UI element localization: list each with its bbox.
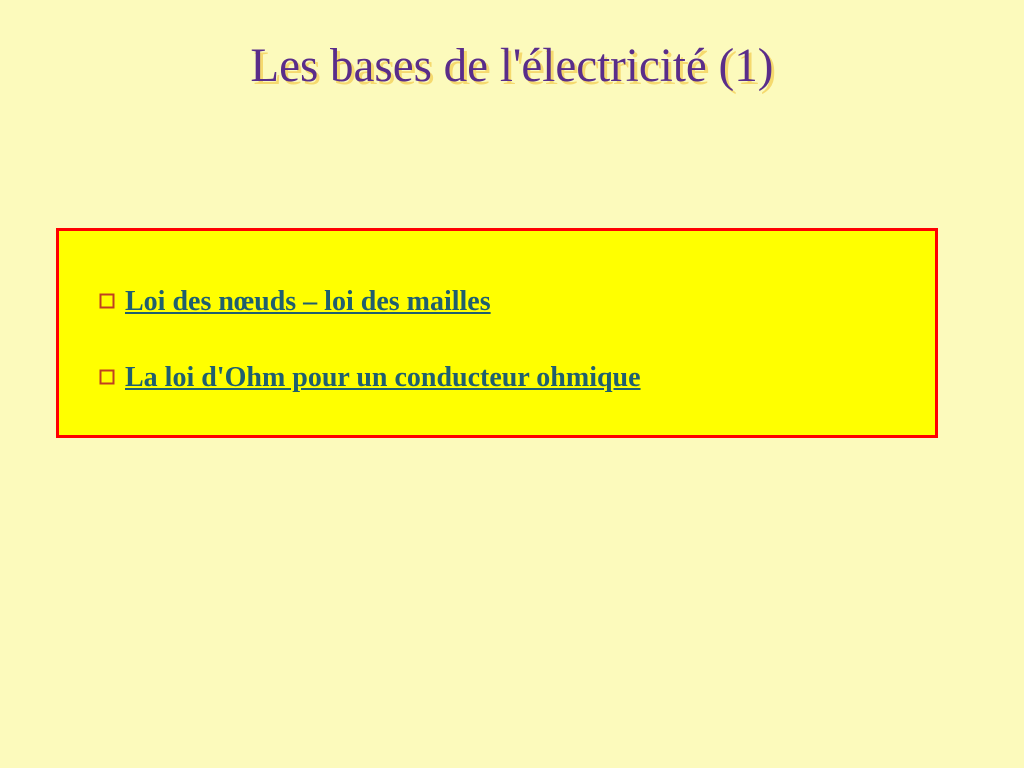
slide: Les bases de l'électricité (1) Les bases… <box>0 0 1024 768</box>
list-item: Loi des nœuds – loi des mailles <box>99 285 895 319</box>
list-item: La loi d'Ohm pour un conducteur ohmique <box>99 361 895 395</box>
title-container: Les bases de l'électricité (1) Les bases… <box>0 38 1024 93</box>
title-text: Les bases de l'électricité (1) <box>250 39 773 92</box>
content-box: Loi des nœuds – loi des mailles La loi d… <box>56 228 938 438</box>
link-loi-ohm[interactable]: La loi d'Ohm pour un conducteur ohmique <box>125 361 641 395</box>
square-bullet-icon <box>99 293 115 309</box>
link-loi-des-noeuds[interactable]: Loi des nœuds – loi des mailles <box>125 285 491 319</box>
square-bullet-icon <box>99 369 115 385</box>
slide-title: Les bases de l'électricité (1) Les bases… <box>250 38 773 93</box>
